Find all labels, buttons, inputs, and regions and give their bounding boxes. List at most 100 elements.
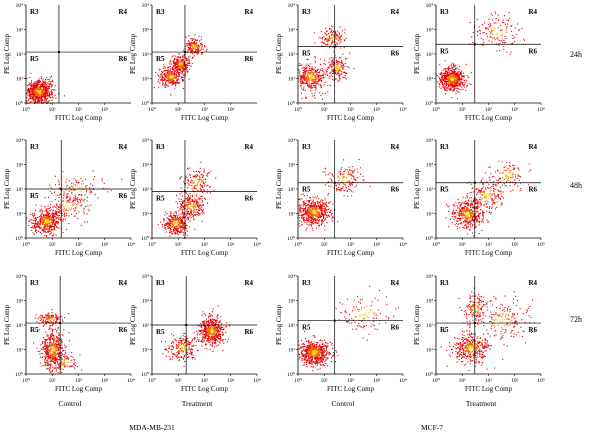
event-point [446,72,448,74]
event-point [69,201,71,203]
event-point [164,225,166,227]
event-point [49,225,51,227]
event-point [35,222,37,224]
event-point [177,219,179,221]
event-point [49,210,51,212]
event-point [336,42,338,44]
event-point [33,84,35,86]
event-point [320,87,322,89]
event-point [51,84,53,86]
event-point [57,211,59,213]
event-point [336,35,338,37]
event-point [71,185,73,187]
event-point [173,64,175,66]
event-point [331,62,333,64]
event-point [457,71,459,73]
event-point [332,60,334,62]
event-point [172,69,174,71]
event-point [192,43,194,45]
event-point [44,92,46,94]
event-point [514,37,516,39]
event-point [47,97,49,99]
event-point [44,98,46,100]
event-point [42,101,44,103]
event-point [54,210,56,212]
event-point [453,69,455,71]
event-point [188,207,190,209]
event-point [159,77,161,79]
event-point [49,83,51,85]
event-point [172,67,174,69]
event-point [459,78,461,80]
event-point [461,77,463,79]
event-point [181,63,183,65]
event-point [337,183,339,185]
event-point [60,193,62,195]
event-point [316,74,318,76]
event-point [177,76,179,78]
event-point [453,85,455,87]
event-point [450,80,452,82]
event-point [180,213,182,215]
event-point [50,187,52,189]
event-point [308,210,310,212]
event-point [303,75,305,77]
event-point [169,220,171,222]
event-point [163,220,165,222]
event-point [326,211,328,213]
event-point [326,68,328,70]
event-point [182,202,184,204]
event-point [181,220,183,222]
event-point [448,76,450,78]
event-point [53,215,55,217]
event-point [307,200,309,202]
event-point [187,234,189,236]
event-point [510,30,512,32]
event-point [186,69,188,71]
event-point [300,193,302,195]
event-point [506,51,508,53]
event-point [177,224,179,226]
event-point [318,206,320,208]
event-point [441,76,443,78]
event-point [195,207,197,209]
event-point [459,72,461,74]
event-point [325,33,327,35]
event-point [344,39,346,41]
event-point [310,74,312,76]
event-point [171,223,173,225]
event-point [490,30,492,32]
event-point [66,193,68,195]
event-point [52,228,54,230]
event-point [179,65,181,67]
event-point [449,81,451,83]
event-point [334,63,336,65]
event-point [34,225,36,227]
event-point [512,37,514,39]
event-point [31,90,33,92]
event-point [74,189,76,191]
event-point [302,218,304,220]
event-point [500,30,502,32]
event-point [187,52,189,54]
event-point [55,221,57,223]
event-point [348,180,350,182]
event-point [179,231,181,233]
event-point [26,217,28,219]
event-point [163,67,165,69]
x-tick-label: 10¹ [49,242,57,248]
event-point [337,63,339,65]
event-point [331,218,333,220]
event-point [190,42,192,44]
event-point [314,74,316,76]
event-point [46,91,48,93]
event-point [454,82,456,84]
event-point [46,228,48,230]
event-point [40,227,42,229]
event-point [184,48,186,50]
event-point [305,202,307,204]
event-point [42,218,44,220]
event-point [196,53,198,55]
event-point [339,26,341,28]
